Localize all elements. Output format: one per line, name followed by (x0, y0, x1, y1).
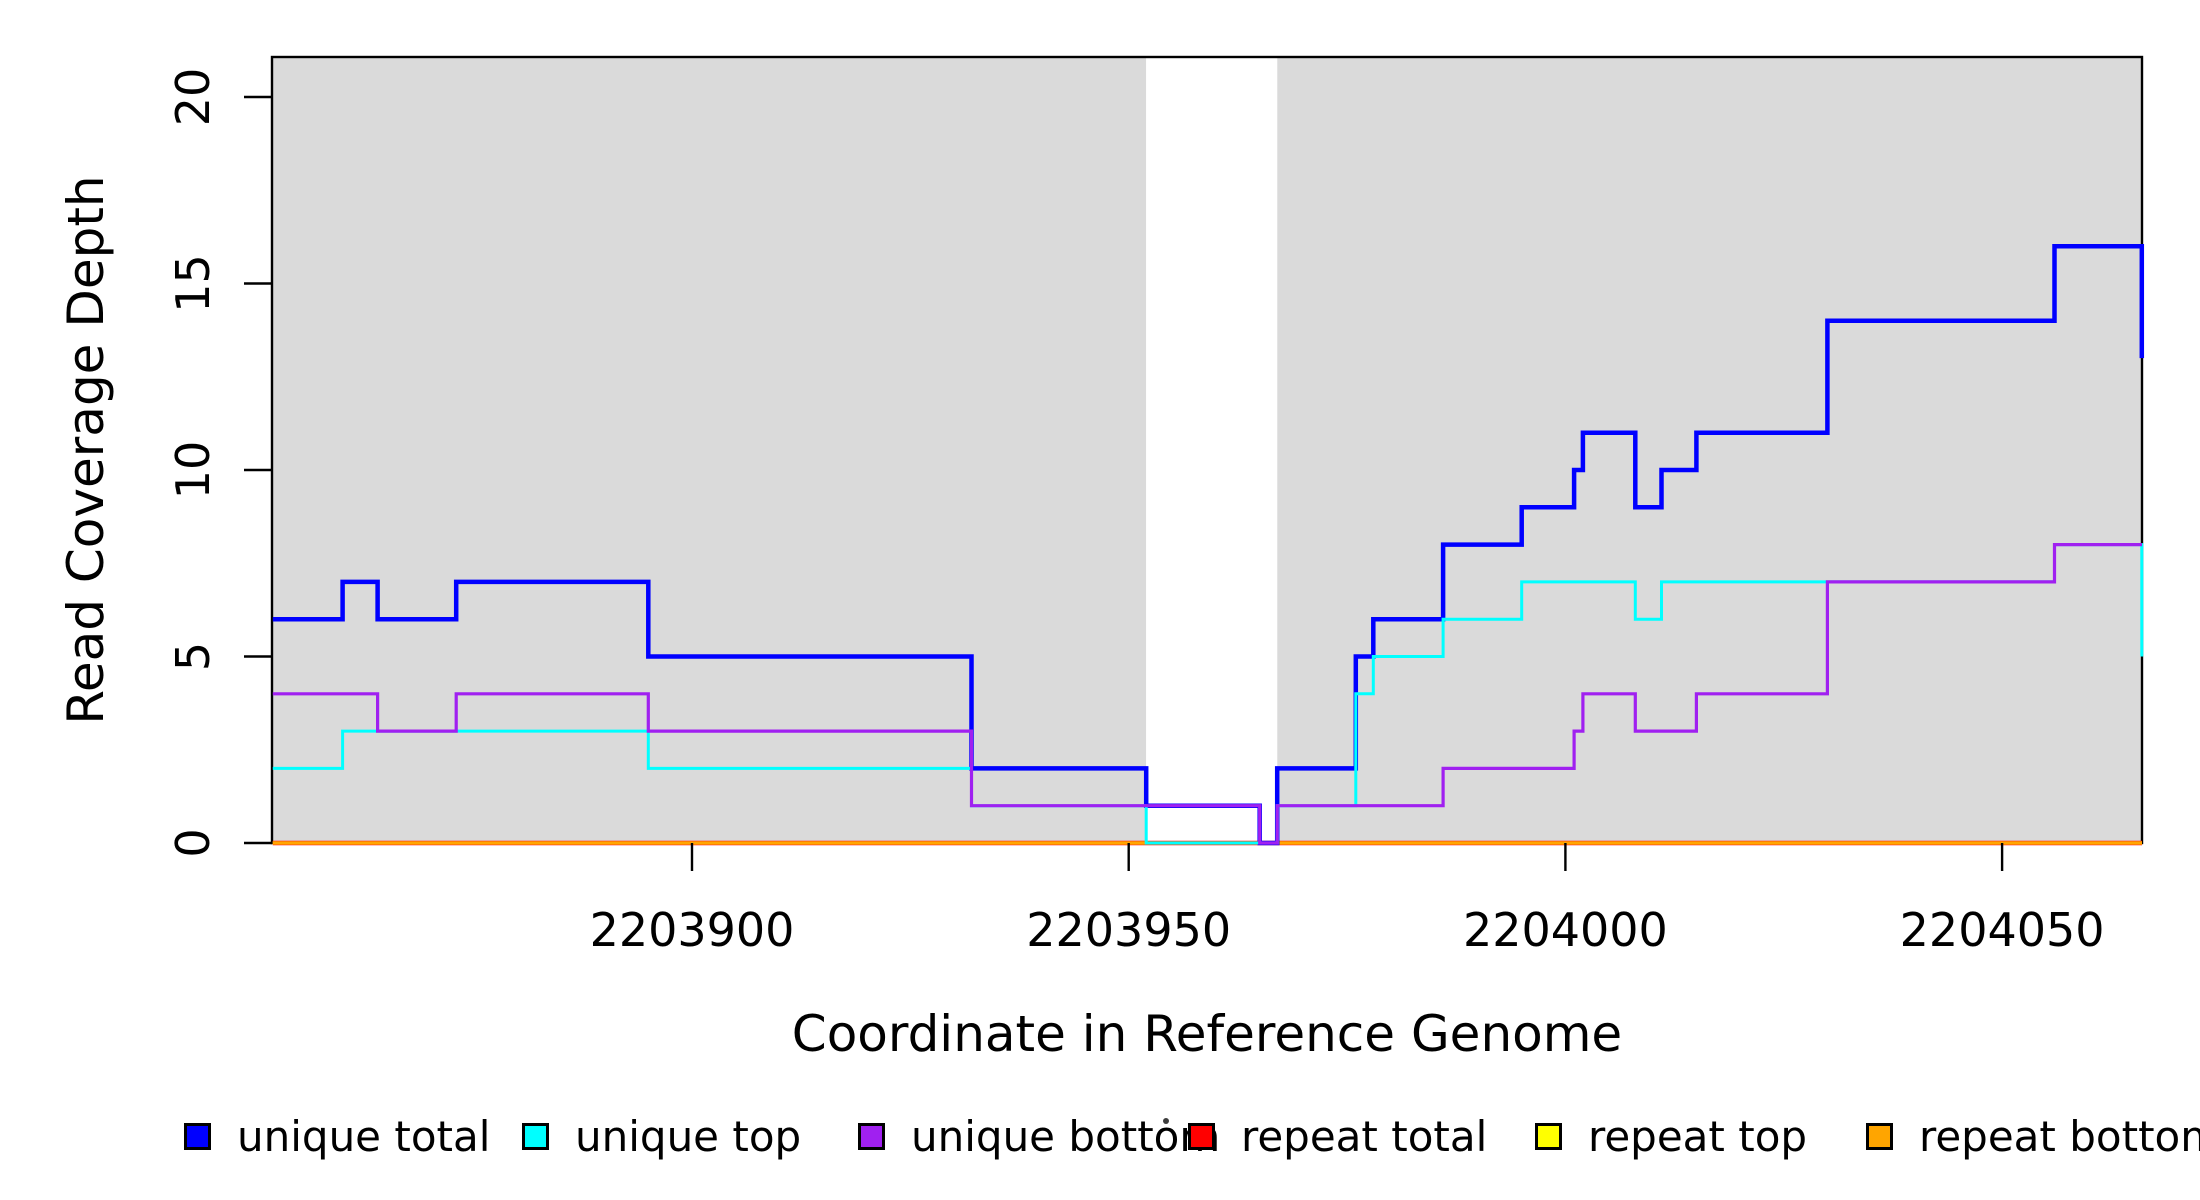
legend-item-unique-top: unique top (522, 1112, 801, 1161)
coverage-shaded-region (272, 57, 1147, 843)
series-line-unique-total (272, 243, 2145, 846)
x-tick-label: 2203950 (1026, 903, 1231, 957)
stray-dot (1163, 1118, 1169, 1124)
y-tick-label: 20 (166, 68, 220, 127)
legend-label: unique top (575, 1111, 802, 1161)
coverage-shaded-region (1277, 57, 2142, 843)
y-tick-label: 15 (166, 254, 220, 313)
legend-label: unique total (237, 1111, 491, 1161)
legend-label: repeat total (1241, 1111, 1488, 1161)
legend-swatch-unique-top (522, 1122, 549, 1150)
legend-label: repeat bottom (1919, 1111, 2200, 1161)
legend-swatch-repeat-bottom (1866, 1122, 1893, 1150)
legend-item-repeat-bottom: repeat bottom (1866, 1112, 2200, 1161)
y-axis-title: Read Coverage Depth (57, 175, 115, 725)
legend-item-repeat-top: repeat top (1535, 1112, 1807, 1161)
x-tick-label: 2204000 (1463, 903, 1668, 957)
x-tick-label: 2203900 (590, 903, 795, 957)
legend-swatch-unique-bottom (858, 1122, 885, 1150)
x-tick-label: 2204050 (1900, 903, 2105, 957)
y-tick-label: 0 (166, 828, 220, 857)
x-axis-title: Coordinate in Reference Genome (791, 1005, 1623, 1063)
legend-item-unique-bottom: unique bottom (858, 1112, 1220, 1161)
legend-label: unique bottom (911, 1111, 1221, 1161)
legend-swatch-repeat-top (1535, 1122, 1562, 1150)
coverage-gap-region (1146, 57, 1278, 843)
legend-label: repeat top (1588, 1111, 1808, 1161)
legend-item-repeat-total: repeat total (1188, 1112, 1487, 1161)
y-tick-label: 10 (166, 441, 220, 500)
legend-swatch-unique-total (184, 1122, 211, 1150)
legend-item-unique-total: unique total (184, 1112, 490, 1161)
y-tick-label: 5 (166, 642, 220, 671)
series-line-unique-top (272, 543, 2144, 845)
legend-swatch-repeat-total (1188, 1122, 1215, 1150)
series-line-unique-bottom (272, 542, 2142, 845)
